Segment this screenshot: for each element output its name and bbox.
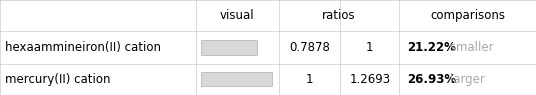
- Text: larger: larger: [446, 73, 485, 86]
- Text: mercury(II) cation: mercury(II) cation: [5, 73, 111, 86]
- Text: 1: 1: [366, 41, 374, 54]
- Text: 1.2693: 1.2693: [349, 73, 390, 86]
- Text: visual: visual: [220, 9, 255, 22]
- Text: hexaammineiron(II) cation: hexaammineiron(II) cation: [5, 41, 161, 54]
- FancyBboxPatch shape: [201, 40, 257, 55]
- Text: comparisons: comparisons: [430, 9, 505, 22]
- Text: ratios: ratios: [322, 9, 356, 22]
- Text: 1: 1: [306, 73, 313, 86]
- Text: 21.22%: 21.22%: [407, 41, 456, 54]
- Text: 0.7878: 0.7878: [289, 41, 330, 54]
- Text: smaller: smaller: [446, 41, 494, 54]
- Text: 26.93%: 26.93%: [407, 73, 457, 86]
- FancyBboxPatch shape: [201, 72, 272, 86]
